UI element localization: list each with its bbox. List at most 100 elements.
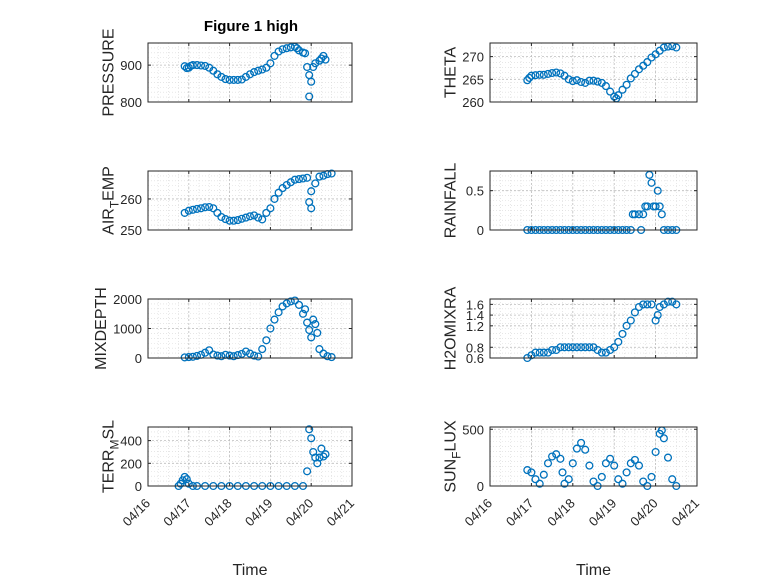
- axes-box: [489, 42, 698, 103]
- data-point: [233, 75, 242, 84]
- data-point: [286, 297, 295, 306]
- y-label-main: THETA: [443, 47, 460, 99]
- y-axis-label: H2OMIXRA: [443, 286, 460, 370]
- data-point: [622, 468, 631, 477]
- data-point: [618, 479, 627, 488]
- data-point: [294, 175, 304, 184]
- data-point: [258, 65, 267, 74]
- x-tick-label: 04/17: [160, 496, 194, 530]
- y-tick-label: 250: [120, 223, 142, 238]
- data-point: [523, 466, 532, 475]
- data-point: [581, 343, 590, 352]
- data-point: [225, 75, 234, 84]
- data-point: [601, 459, 610, 468]
- data-point: [572, 444, 581, 453]
- data-point: [589, 477, 598, 486]
- data-point: [217, 72, 226, 81]
- data-point: [589, 76, 598, 85]
- x-tick-label: 04/21: [324, 496, 358, 530]
- y-label-subscript: T: [108, 200, 122, 208]
- data-point: [311, 320, 320, 329]
- data-point: [581, 78, 590, 87]
- data-point: [626, 74, 635, 83]
- data-point: [647, 178, 656, 187]
- y-tick-label: 0: [477, 479, 484, 494]
- data-point: [527, 468, 536, 477]
- data-point: [229, 75, 238, 84]
- data-point: [639, 300, 648, 309]
- data-point: [572, 76, 581, 85]
- axes-box: [147, 42, 353, 103]
- y-axis-label: SUNFLUX: [443, 420, 464, 493]
- data-point: [315, 345, 324, 354]
- data-point: [659, 43, 668, 52]
- data-point: [531, 71, 540, 80]
- data-point: [282, 299, 291, 308]
- data-point: [229, 216, 238, 225]
- data-point: [610, 343, 619, 352]
- y-label-subscript: F: [450, 452, 464, 459]
- data-point: [577, 438, 586, 447]
- x-tick-label: 04/16: [462, 496, 496, 530]
- y-label-main: TERR: [101, 450, 118, 494]
- data-point: [643, 58, 652, 67]
- y-tick-label: 1.4: [466, 308, 484, 323]
- data-point: [184, 63, 193, 72]
- data-point: [560, 479, 569, 488]
- data-point: [237, 214, 246, 223]
- data-point: [250, 211, 259, 220]
- data-point: [262, 208, 271, 217]
- data-point: [639, 210, 648, 219]
- y-tick-label: 0: [135, 479, 142, 494]
- data-point: [205, 202, 214, 212]
- y-axis-label: PRESSURE: [101, 28, 118, 116]
- data-point: [672, 43, 681, 52]
- data-point: [311, 179, 320, 188]
- data-point: [556, 69, 565, 78]
- data-point: [568, 77, 577, 86]
- data-point: [201, 61, 210, 70]
- data-point: [647, 472, 656, 481]
- data-point: [241, 347, 250, 356]
- data-point: [618, 85, 627, 94]
- data-point: [278, 45, 287, 54]
- data-point: [305, 92, 314, 101]
- data-point: [564, 75, 573, 84]
- data-point: [327, 169, 336, 178]
- data-point: [560, 343, 569, 352]
- data-point: [548, 345, 557, 355]
- data-point: [201, 203, 210, 212]
- data-point: [634, 461, 644, 470]
- data-point: [317, 444, 326, 453]
- data-point: [315, 172, 324, 181]
- x-tick-label: 04/16: [120, 496, 154, 530]
- data-point: [180, 472, 189, 481]
- data-point: [552, 68, 561, 77]
- data-point: [305, 425, 314, 434]
- data-point: [229, 352, 238, 361]
- data-point: [221, 215, 230, 224]
- data-point: [539, 348, 548, 357]
- data-point: [564, 475, 573, 484]
- data-point: [237, 349, 246, 358]
- data-point: [209, 204, 218, 213]
- y-tick-label: 200: [120, 456, 142, 471]
- data-point: [303, 62, 312, 72]
- data-point: [597, 472, 606, 481]
- y-tick-label: 2000: [113, 292, 142, 307]
- data-point: [258, 345, 267, 354]
- y-tick-label: 260: [462, 95, 484, 110]
- data-point: [543, 69, 553, 78]
- data-point: [634, 302, 644, 312]
- data-point: [301, 305, 310, 314]
- axes-box: [489, 298, 698, 359]
- data-point: [254, 213, 263, 222]
- y-label-main: SUN: [443, 459, 460, 493]
- data-point: [270, 51, 279, 60]
- data-point: [663, 297, 673, 306]
- data-point: [184, 353, 193, 362]
- data-point: [535, 348, 544, 357]
- data-point: [245, 349, 255, 358]
- data-point: [298, 174, 308, 183]
- data-point: [184, 479, 193, 488]
